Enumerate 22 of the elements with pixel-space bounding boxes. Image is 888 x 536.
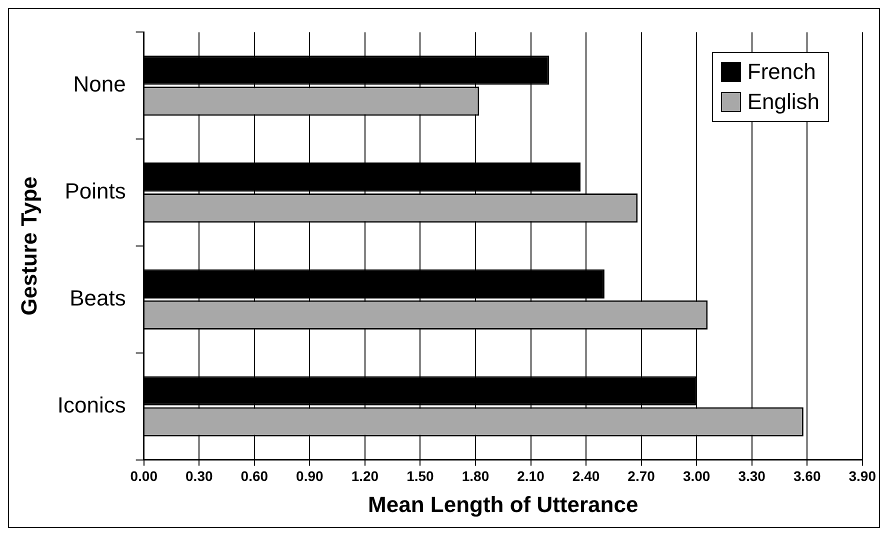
legend-label: English (747, 88, 820, 116)
y-tick-label: Iconics (57, 392, 126, 418)
y-axis-title: Gesture Type (16, 176, 42, 316)
x-tick-label: 3.30 (738, 468, 766, 484)
x-tick-label: 1.80 (462, 468, 490, 484)
legend-label: French (747, 58, 816, 86)
y-tick-label: Points (64, 178, 126, 204)
x-tick-label: 2.10 (517, 468, 545, 484)
x-tick-label: 3.00 (682, 468, 710, 484)
x-tick-label: 0.90 (296, 468, 324, 484)
y-tick-label: Beats (70, 286, 126, 311)
x-tick-label: 2.70 (628, 468, 656, 484)
x-tick-label: 3.60 (793, 468, 821, 484)
x-tick-label: 3.90 (848, 468, 876, 484)
x-axis-title: Mean Length of Utterance (368, 492, 638, 517)
x-tick-label: 1.50 (406, 468, 434, 484)
x-tick-label: 0.60 (240, 468, 268, 484)
y-tick-label: None (73, 72, 126, 97)
x-tick-label: 0.30 (186, 468, 213, 484)
x-tick-label: 0.00 (130, 468, 158, 484)
x-tick-label: 2.40 (572, 468, 600, 484)
x-tick-label: 1.20 (351, 468, 379, 484)
